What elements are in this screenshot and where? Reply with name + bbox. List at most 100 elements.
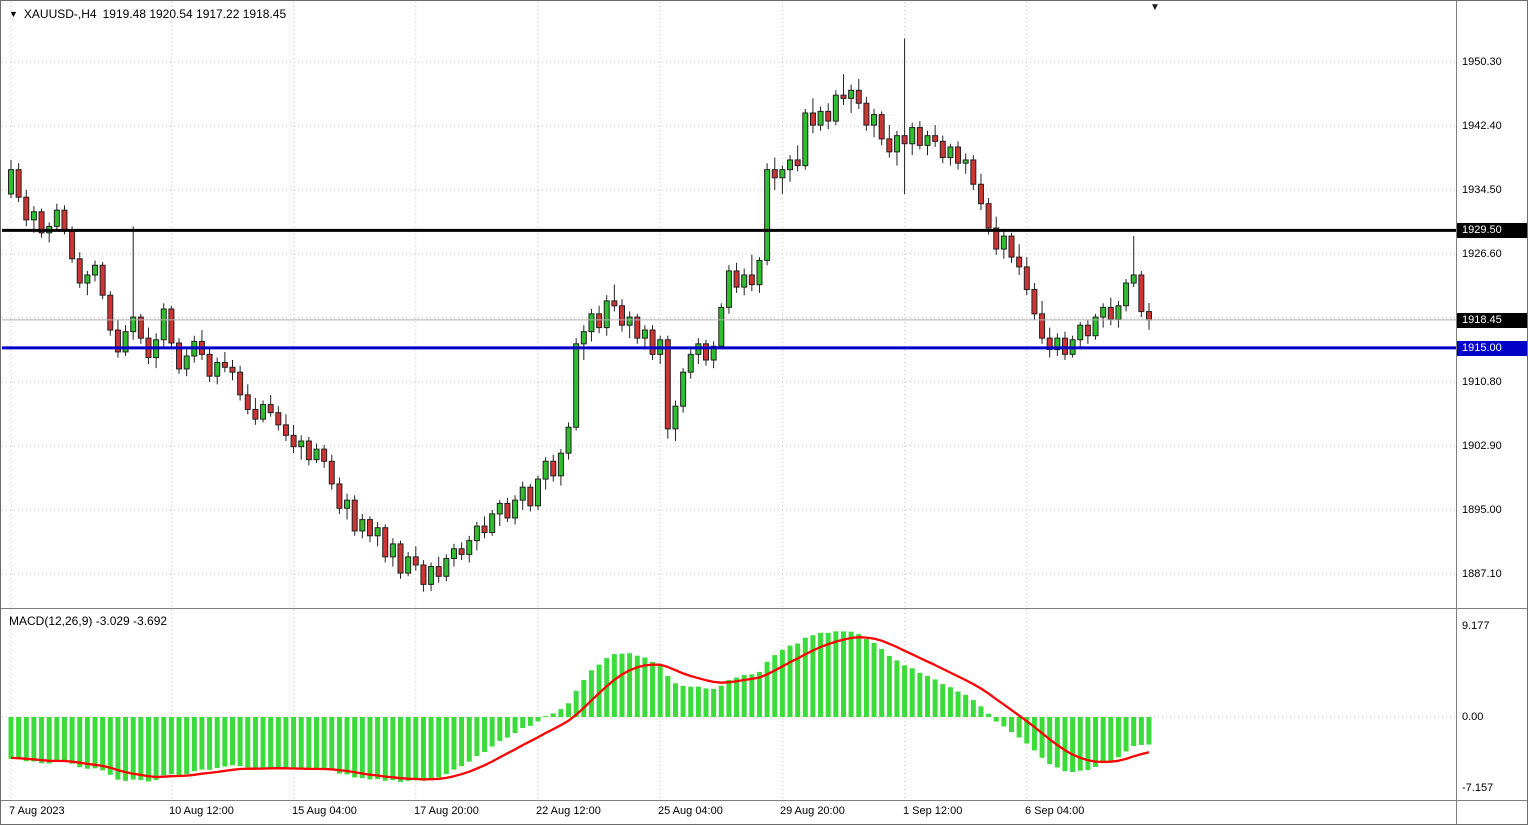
macd-bar <box>970 700 976 717</box>
candle-body-bull <box>122 331 129 353</box>
macd-bar <box>398 717 404 782</box>
time-axis[interactable]: 7 Aug 2023 10 Aug 12:00 15 Aug 04:00 17 Aug… <box>2 801 1456 824</box>
date-label: 10 Aug 12:00 <box>169 805 234 817</box>
macd-bar <box>588 670 594 717</box>
macd-bar <box>283 717 289 769</box>
macd-bar <box>352 717 358 778</box>
candle-body-bull <box>802 112 809 167</box>
symbol-info: ▼ XAUUSD-,H4 1919.48 1920.54 1917.22 191… <box>9 7 286 21</box>
candle-body-bull <box>313 448 320 461</box>
candle-body-bull <box>534 478 541 507</box>
candle-body-bull <box>1077 324 1084 341</box>
candle-body-bear <box>382 527 389 558</box>
macd-bar <box>848 631 854 717</box>
macd-bar <box>1100 717 1106 764</box>
candle-body-bull <box>92 264 99 276</box>
ohlc-readout: 1919.48 1920.54 1917.22 1918.45 <box>102 7 287 21</box>
macd-bar <box>1009 717 1015 733</box>
macd-bar <box>268 717 274 768</box>
macd-bar <box>932 679 938 717</box>
macd-bar <box>115 717 121 780</box>
macd-bar <box>459 717 465 767</box>
candle-body-bear <box>596 313 603 329</box>
macd-bar <box>336 717 342 774</box>
macd-bar <box>863 639 869 717</box>
pane-separator[interactable] <box>1 608 1527 609</box>
macd-bar <box>413 717 419 781</box>
macd-bar <box>596 664 602 717</box>
macd-bar <box>489 717 495 747</box>
candle-body-bear <box>221 361 228 368</box>
candle-body-bear <box>69 229 76 260</box>
candle-body-bear <box>282 424 289 436</box>
price-axis-label: 1934.50 <box>1462 184 1502 196</box>
candle-body-bull <box>405 556 412 574</box>
macd-bar <box>749 674 755 717</box>
candle-body-bear <box>932 135 939 142</box>
candle-body-bear <box>114 329 121 353</box>
price-axis-label: 1895.00 <box>1462 504 1502 516</box>
price-axis-label: 1942.40 <box>1462 120 1502 132</box>
macd-bar <box>275 717 281 768</box>
candle-body-bear <box>252 408 259 420</box>
date-label: 15 Aug 04:00 <box>292 805 357 817</box>
candle-body-bear <box>412 556 419 566</box>
candle-body-bear <box>107 294 114 331</box>
candle-body-bear <box>878 114 885 140</box>
macd-bar <box>321 717 327 770</box>
macd-bar <box>657 664 663 717</box>
macd-bar <box>100 717 106 771</box>
macd-chart-svg[interactable] <box>2 609 1456 800</box>
macd-bar <box>581 680 587 717</box>
candle-body-bear <box>748 274 755 286</box>
price-axis-label: 1887.10 <box>1462 568 1502 580</box>
candle-body-bull <box>298 440 305 448</box>
candle-body-bear <box>481 525 488 534</box>
candle-body-bull <box>626 316 633 326</box>
candle-body-bear <box>664 339 671 430</box>
macd-bar <box>993 717 999 722</box>
date-label: 7 Aug 2023 <box>9 805 65 817</box>
macd-bar <box>451 717 457 770</box>
candle-body-bear <box>840 94 847 99</box>
macd-bar <box>642 657 648 717</box>
macd-bar <box>634 655 640 717</box>
macd-bar <box>1062 717 1068 772</box>
candle-body-bear <box>229 366 236 373</box>
date-label: 17 Aug 20:00 <box>414 805 479 817</box>
candle-body-bear <box>244 394 251 410</box>
macd-bar <box>672 683 678 717</box>
price-chart-svg[interactable] <box>2 2 1456 608</box>
candle-body-bull <box>687 353 694 373</box>
candle-body-bull <box>764 169 771 261</box>
candle-body-bull <box>557 452 564 477</box>
candle-body-bear <box>1031 289 1038 315</box>
macd-bar <box>665 676 671 717</box>
candle-body-bear <box>649 329 656 355</box>
candle-body-bear <box>328 460 335 485</box>
macd-axis-zero-label: 0.00 <box>1462 711 1484 723</box>
macd-bar <box>39 717 45 764</box>
chart-shift-marker-icon[interactable]: ▼ <box>1150 2 1160 13</box>
macd-bar <box>138 717 144 780</box>
candle-body-bear <box>168 308 175 344</box>
macd-bar <box>84 717 90 769</box>
macd-bar <box>1146 717 1152 745</box>
candle-body-bull <box>260 404 267 420</box>
macd-bar <box>107 717 113 775</box>
candle-body-bull <box>1000 235 1007 250</box>
candle-body-bull <box>512 499 519 519</box>
date-label: 22 Aug 12:00 <box>536 805 601 817</box>
symbol-name: XAUUSD-,H4 <box>23 7 97 21</box>
macd-bar <box>680 685 686 717</box>
macd-bar <box>1077 717 1083 771</box>
candle-body-bear <box>993 227 1000 250</box>
price-axis[interactable]: 1950.30 1942.40 1934.50 1926.60 1910.80 1902.… <box>1457 1 1527 824</box>
macd-bar <box>833 631 839 717</box>
macd-bar <box>741 674 747 717</box>
macd-axis-max-label: 9.177 <box>1462 620 1490 632</box>
candle-body-bull <box>779 169 786 179</box>
candle-body-bear <box>1138 274 1145 313</box>
macd-bar <box>779 649 785 717</box>
macd-bar <box>130 717 136 780</box>
